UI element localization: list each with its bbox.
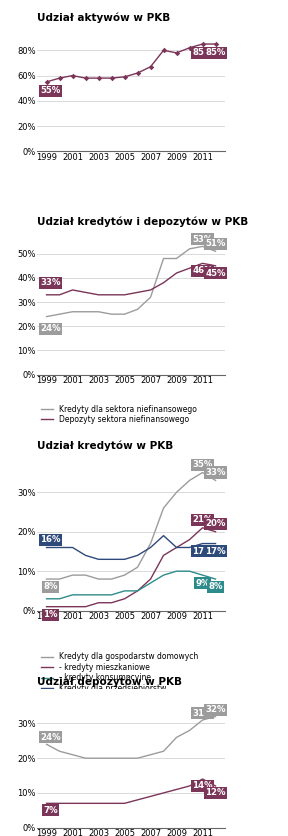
Text: Udział depozytów w PKB: Udział depozytów w PKB [37, 676, 182, 686]
Text: 46%: 46% [192, 266, 213, 275]
Text: 32%: 32% [205, 705, 226, 714]
Text: 8%: 8% [43, 583, 58, 591]
Text: 1%: 1% [43, 610, 58, 619]
Text: 16%: 16% [40, 535, 61, 544]
Text: 8%: 8% [208, 583, 223, 591]
Text: 35%: 35% [192, 460, 213, 469]
Text: Udział kredytów w PKB: Udział kredytów w PKB [37, 440, 174, 451]
Text: 24%: 24% [40, 733, 61, 742]
Text: 17%: 17% [192, 547, 213, 556]
Text: 85%: 85% [192, 48, 213, 58]
Text: 12%: 12% [205, 788, 226, 798]
Text: 20%: 20% [205, 519, 226, 528]
Text: 85%: 85% [205, 48, 226, 58]
Text: 51%: 51% [205, 239, 226, 248]
Text: Udział aktywów w PKB: Udział aktywów w PKB [37, 13, 171, 23]
Text: 14%: 14% [192, 782, 213, 791]
Text: 21%: 21% [192, 515, 213, 524]
Text: Udział kredytów i depozytów w PKB: Udział kredytów i depozytów w PKB [37, 217, 249, 227]
Text: 31%: 31% [192, 709, 213, 717]
Text: 33%: 33% [205, 468, 226, 477]
Text: 24%: 24% [40, 324, 61, 334]
Text: 53%: 53% [192, 235, 213, 243]
Text: 33%: 33% [40, 278, 61, 288]
Legend: Kredyty dla gospodarstw domowych, - kredyty mieszkaniowe, - kredyty konsumpcyjne: Kredyty dla gospodarstw domowych, - kred… [41, 652, 198, 693]
Text: 45%: 45% [205, 268, 226, 278]
Legend: Kredyty dla sektora niefinansowego, Depozyty sektora niefinansowego: Kredyty dla sektora niefinansowego, Depo… [41, 405, 197, 424]
Text: 17%: 17% [205, 547, 226, 556]
Text: 9%: 9% [195, 579, 210, 588]
Text: 55%: 55% [40, 86, 60, 95]
Text: 7%: 7% [43, 806, 58, 815]
